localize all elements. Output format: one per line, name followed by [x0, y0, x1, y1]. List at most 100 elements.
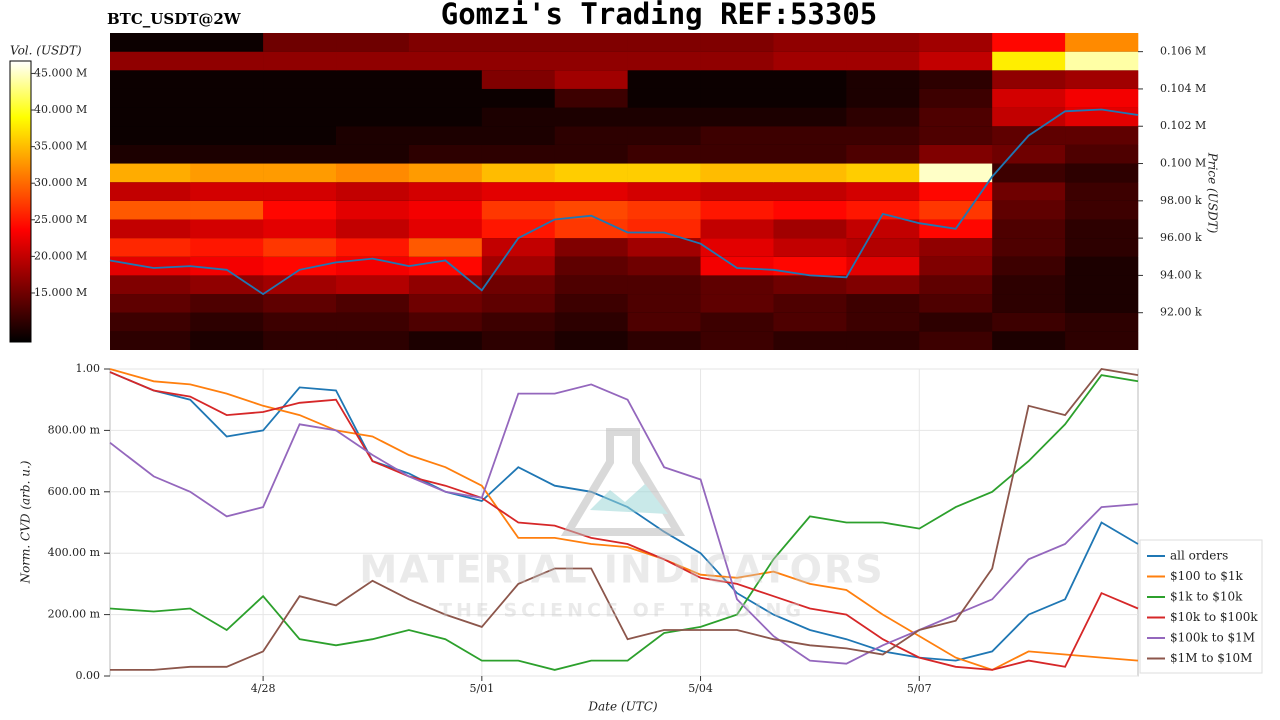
heat-cell — [1065, 312, 1139, 332]
heat-cell — [846, 182, 920, 201]
heat-cell — [481, 219, 556, 239]
heat-cell — [773, 70, 847, 89]
heat-cell — [773, 107, 847, 127]
heat-cell — [263, 219, 337, 239]
heat-cell — [992, 312, 1066, 332]
heat-cell — [773, 219, 847, 239]
heat-cell — [919, 107, 993, 127]
heat-cell — [1065, 238, 1139, 257]
heat-cell — [336, 182, 410, 201]
heat-cell — [110, 70, 191, 89]
heat-cell — [263, 312, 337, 332]
legend-label: $1M to $10M — [1170, 651, 1252, 665]
heat-cell — [700, 88, 774, 108]
heat-cell — [110, 200, 191, 220]
heat-cell — [190, 256, 264, 276]
heat-cell — [919, 182, 993, 201]
heat-cell — [846, 256, 920, 276]
heat-cell — [846, 126, 920, 145]
heat-cell — [846, 51, 920, 71]
heat-cell — [1065, 256, 1139, 276]
heat-cell — [919, 312, 993, 332]
heat-cell — [992, 219, 1066, 239]
watermark-title: MATERIAL INDICATORS — [359, 548, 884, 592]
heat-cell — [919, 163, 993, 183]
y-tick-label: 600.00 m — [48, 485, 101, 498]
heat-cell — [554, 219, 628, 239]
heat-cell — [846, 294, 920, 313]
heat-cell — [336, 331, 410, 350]
heat-cell — [846, 331, 920, 350]
heat-cell — [336, 238, 410, 257]
heat-cell — [773, 312, 847, 332]
heat-cell — [627, 256, 701, 276]
heat-cell — [408, 144, 483, 164]
plot-area — [109, 368, 1139, 677]
heat-cell — [481, 256, 556, 276]
heat-cell — [110, 107, 191, 127]
heat-cell — [627, 312, 701, 332]
heat-cell — [481, 88, 556, 108]
heat-cell — [190, 331, 264, 350]
heat-cell — [263, 200, 337, 220]
series-line — [109, 374, 1139, 671]
heat-cell — [110, 256, 191, 276]
heat-cell — [773, 275, 847, 295]
heat-cell — [110, 331, 191, 350]
heat-cell — [190, 88, 264, 108]
chart-title: BTC_USDT@2W — [107, 10, 242, 28]
heat-cell — [554, 88, 628, 108]
heat-cell — [263, 144, 337, 164]
heat-cell — [846, 144, 920, 164]
colorbar-label: Vol. (USDT) — [10, 44, 82, 58]
watermark: MATERIAL INDICATORS THE SCIENCE OF TRADI… — [359, 428, 884, 622]
y-tick-label: 96.00 k — [1160, 231, 1202, 244]
heat-cell — [481, 163, 556, 183]
heat-cell — [408, 70, 483, 89]
watermark-subtitle: THE SCIENCE OF TRADING — [439, 600, 805, 622]
heat-cell — [627, 219, 701, 239]
heat-cell — [336, 312, 410, 332]
heat-cell — [554, 312, 628, 332]
heat-cell — [919, 126, 993, 145]
watermark-icon-fill — [590, 484, 668, 514]
heat-cell — [554, 144, 628, 164]
heat-cell — [919, 70, 993, 89]
legend-label: $100k to $1M — [1170, 631, 1255, 645]
heat-cell — [773, 51, 847, 71]
heat-cell — [110, 219, 191, 239]
heat-cell — [481, 200, 556, 220]
heat-cell — [190, 200, 264, 220]
colorbar-tick-label: 40.000 M — [34, 103, 87, 116]
heat-cell — [846, 88, 920, 108]
heat-cell — [336, 294, 410, 313]
heat-cell — [627, 107, 701, 127]
heat-cell — [110, 275, 191, 295]
heat-cell — [336, 126, 410, 145]
heat-cell — [846, 70, 920, 89]
heat-cell — [846, 275, 920, 295]
heat-cell — [263, 294, 337, 313]
heat-cell — [110, 294, 191, 313]
heat-cell — [627, 33, 701, 52]
heat-cell — [190, 51, 264, 71]
heat-cell — [627, 144, 701, 164]
legend-label: $10k to $100k — [1170, 610, 1258, 624]
heat-cell — [992, 51, 1066, 71]
heat-cell — [992, 200, 1066, 220]
heat-cell — [700, 182, 774, 201]
heat-cell — [773, 331, 847, 350]
heat-cell — [481, 312, 556, 332]
heat-cell — [846, 33, 920, 52]
y-axis-label: Price (USDT) — [1206, 152, 1220, 234]
y-tick-label: 0.100 M — [1160, 157, 1206, 170]
heat-cell — [190, 126, 264, 145]
heat-cell — [1065, 70, 1139, 89]
heat-cell — [554, 275, 628, 295]
price-line — [109, 108, 1139, 296]
heat-cell — [700, 51, 774, 71]
series-line — [109, 368, 1139, 671]
heat-cell — [554, 294, 628, 313]
heat-cell — [110, 126, 191, 145]
